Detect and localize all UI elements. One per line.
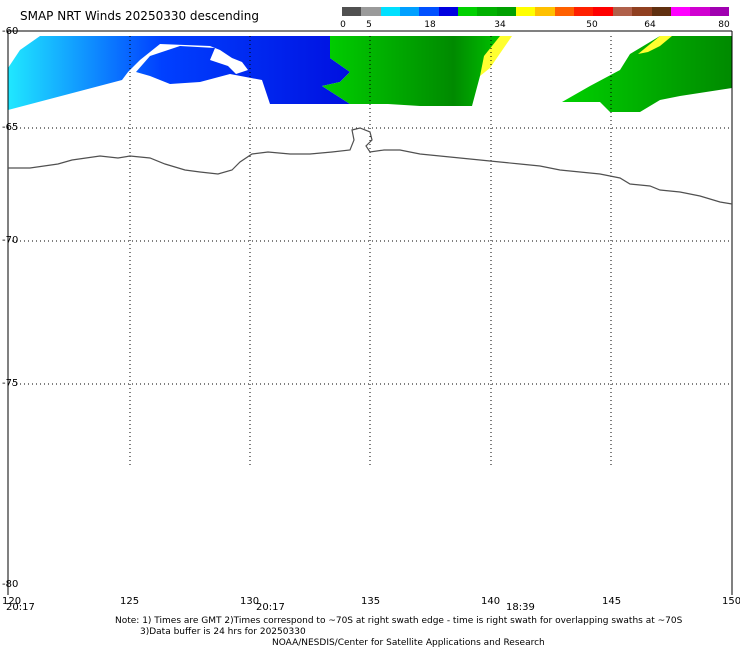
- lon-gridlines: [129, 36, 612, 465]
- colorbar-segment: [612, 7, 633, 16]
- lat-tick-label: -65: [2, 122, 19, 133]
- colorbar-strip: [342, 7, 729, 16]
- colorbar-segment: [458, 7, 478, 16]
- colorbar-label: 80: [718, 20, 730, 30]
- colorbar-segment: [593, 7, 613, 16]
- wind-swath-yellow-east: [638, 36, 672, 54]
- colorbar-segment: [361, 7, 381, 16]
- lon-tick-label: 135: [361, 596, 381, 607]
- colorbar-segment: [535, 7, 555, 16]
- lon-tick-label: 130: [240, 596, 260, 607]
- note-line-1: Note: 1) Times are GMT 2)Times correspon…: [115, 616, 683, 626]
- wind-swath-blue: [8, 36, 350, 110]
- lon-tick-label: 145: [602, 596, 622, 607]
- colorbar-segment: [419, 7, 439, 16]
- colorbar-label: 18: [424, 20, 436, 30]
- colorbar-segment: [632, 7, 652, 16]
- colorbar-segment: [554, 7, 575, 16]
- colorbar-segment: [477, 7, 497, 16]
- credit-line: NOAA/NESDIS/Center for Satellite Applica…: [272, 638, 545, 648]
- wind-swath-yellow: [480, 36, 512, 76]
- lat-gridlines: [8, 127, 732, 385]
- colorbar-segment: [438, 7, 459, 16]
- wind-swath-green: [322, 36, 510, 106]
- colorbar-segment: [342, 7, 362, 16]
- coastline: [8, 127, 733, 205]
- colorbar-segment: [574, 7, 594, 16]
- lat-tick-label: -75: [2, 378, 19, 389]
- colorbar-segment: [400, 7, 420, 16]
- colorbar-segment: [709, 7, 729, 16]
- colorbar-segment: [651, 7, 671, 16]
- note-line-2: 3)Data buffer is 24 hrs for 20250330: [140, 627, 306, 637]
- lat-tick-label: -70: [2, 235, 19, 246]
- colorbar-segment: [690, 7, 710, 16]
- colorbar-segment: [670, 7, 691, 16]
- swath-time: 20:17: [256, 602, 285, 613]
- map-frame: [7, 30, 733, 595]
- colorbar-segment: [380, 7, 401, 16]
- swath-time: 18:39: [506, 602, 535, 613]
- lat-tick-label: -60: [2, 26, 19, 37]
- colorbar-label: 64: [644, 20, 656, 30]
- wind-speed-colorbar: 0 5 18 34 50 64 80: [340, 7, 730, 31]
- swath-time: 20:17: [6, 602, 35, 613]
- colorbar-label: 0: [340, 20, 346, 30]
- chart-title: SMAP NRT Winds 20250330 descending: [20, 9, 259, 23]
- wind-swath-green-east: [562, 36, 732, 112]
- lon-tick-label: 150: [722, 596, 740, 607]
- colorbar-segment: [496, 7, 517, 16]
- lon-tick-label: 125: [120, 596, 140, 607]
- lon-tick-label: 120: [2, 596, 22, 607]
- colorbar-label: 5: [366, 20, 372, 30]
- colorbar-label: 50: [586, 20, 598, 30]
- lon-tick-label: 140: [481, 596, 501, 607]
- lat-tick-label: -80: [2, 579, 19, 590]
- colorbar-segment: [516, 7, 536, 16]
- colorbar-label: 34: [494, 20, 506, 30]
